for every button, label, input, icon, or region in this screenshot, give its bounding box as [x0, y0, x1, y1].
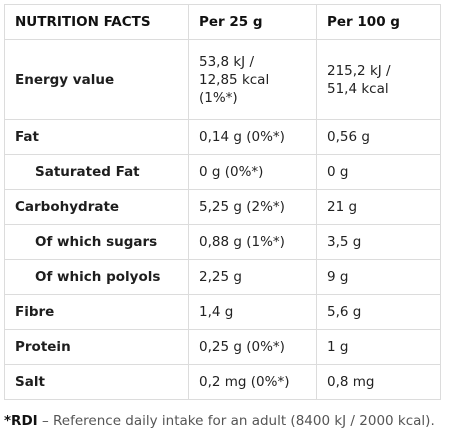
- value-per-25g: 5,25 g (2%*): [188, 189, 317, 225]
- value-line: 0 g: [327, 164, 349, 180]
- value-per-25g: 0,2 mg (0%*): [188, 364, 317, 400]
- table-row: Fibre 1,4 g 5,6 g: [4, 294, 441, 330]
- value-line: 0 g (0%*): [199, 164, 264, 180]
- value-per-100g: 1 g: [316, 329, 441, 365]
- table-row: Salt 0,2 mg (0%*) 0,8 mg: [4, 364, 441, 400]
- value-line: 1 g: [327, 339, 349, 355]
- table-row: Saturated Fat 0 g (0%*) 0 g: [4, 154, 441, 190]
- table-row: Protein 0,25 g (0%*) 1 g: [4, 329, 441, 365]
- value-per-100g: 9 g: [316, 259, 441, 295]
- value-line: 0,14 g (0%*): [199, 129, 285, 145]
- value-line: 5,6 g: [327, 304, 362, 320]
- value-per-100g: 0 g: [316, 154, 441, 190]
- value-per-100g: 215,2 kJ /51,4 kcal: [316, 39, 441, 120]
- table-row: Energy value 53,8 kJ /12,85 kcal (1%*) 215,…: [4, 39, 441, 120]
- value-line: 5,25 g (2%*): [199, 199, 285, 215]
- footnote-label: *RDI: [4, 413, 38, 429]
- table-header-row: NUTRITION FACTS Per 25 g Per 100 g: [4, 4, 441, 40]
- header-per-100g: Per 100 g: [316, 4, 441, 40]
- footnote-text: – Reference daily intake for an adult (8…: [37, 413, 435, 429]
- value-line: 53,8 kJ /: [199, 53, 254, 70]
- value-line: 1,4 g: [199, 304, 234, 320]
- value-per-25g: 2,25 g: [188, 259, 317, 295]
- value-per-100g: 0,56 g: [316, 119, 441, 155]
- value-per-25g: 53,8 kJ /12,85 kcal (1%*): [188, 39, 317, 120]
- value-per-25g: 0 g (0%*): [188, 154, 317, 190]
- value-per-100g: 3,5 g: [316, 224, 441, 260]
- nutrient-label: Of which sugars: [4, 224, 189, 260]
- table-row: Of which polyols 2,25 g 9 g: [4, 259, 441, 295]
- value-per-25g: 1,4 g: [188, 294, 317, 330]
- value-per-100g: 0,8 mg: [316, 364, 441, 400]
- value-per-25g: 0,25 g (0%*): [188, 329, 317, 365]
- value-line: 0,56 g: [327, 129, 370, 145]
- value-line: 12,85 kcal: [199, 71, 270, 88]
- nutrient-label: Saturated Fat: [4, 154, 189, 190]
- table-row: Of which sugars 0,88 g (1%*) 3,5 g: [4, 224, 441, 260]
- value-line: 215,2 kJ /: [327, 62, 391, 79]
- value-line: (1%*): [199, 89, 238, 106]
- nutrition-facts-table: NUTRITION FACTS Per 25 g Per 100 g Energ…: [4, 4, 441, 400]
- value-line: 9 g: [327, 269, 349, 285]
- value-line: 0,88 g (1%*): [199, 234, 285, 250]
- nutrient-label: Energy value: [4, 39, 189, 120]
- nutrient-label: Of which polyols: [4, 259, 189, 295]
- value-line: 0,25 g (0%*): [199, 339, 285, 355]
- nutrient-label: Fat: [4, 119, 189, 155]
- value-line: 0,2 mg (0%*): [199, 374, 290, 390]
- nutrient-label: Carbohydrate: [4, 189, 189, 225]
- header-per-25g: Per 25 g: [188, 4, 317, 40]
- table-row: Fat 0,14 g (0%*) 0,56 g: [4, 119, 441, 155]
- value-line: 3,5 g: [327, 234, 362, 250]
- nutrient-label: Salt: [4, 364, 189, 400]
- rdi-footnote: *RDI – Reference daily intake for an adu…: [4, 413, 435, 429]
- table-row: Carbohydrate 5,25 g (2%*) 21 g: [4, 189, 441, 225]
- value-per-100g: 5,6 g: [316, 294, 441, 330]
- value-per-25g: 0,14 g (0%*): [188, 119, 317, 155]
- value-per-25g: 0,88 g (1%*): [188, 224, 317, 260]
- value-line: 21 g: [327, 199, 358, 215]
- header-nutrition-facts: NUTRITION FACTS: [4, 4, 189, 40]
- nutrient-label: Protein: [4, 329, 189, 365]
- value-line: 2,25 g: [199, 269, 242, 285]
- value-per-100g: 21 g: [316, 189, 441, 225]
- nutrient-label: Fibre: [4, 294, 189, 330]
- value-line: 0,8 mg: [327, 374, 375, 390]
- value-line: 51,4 kcal: [327, 80, 389, 97]
